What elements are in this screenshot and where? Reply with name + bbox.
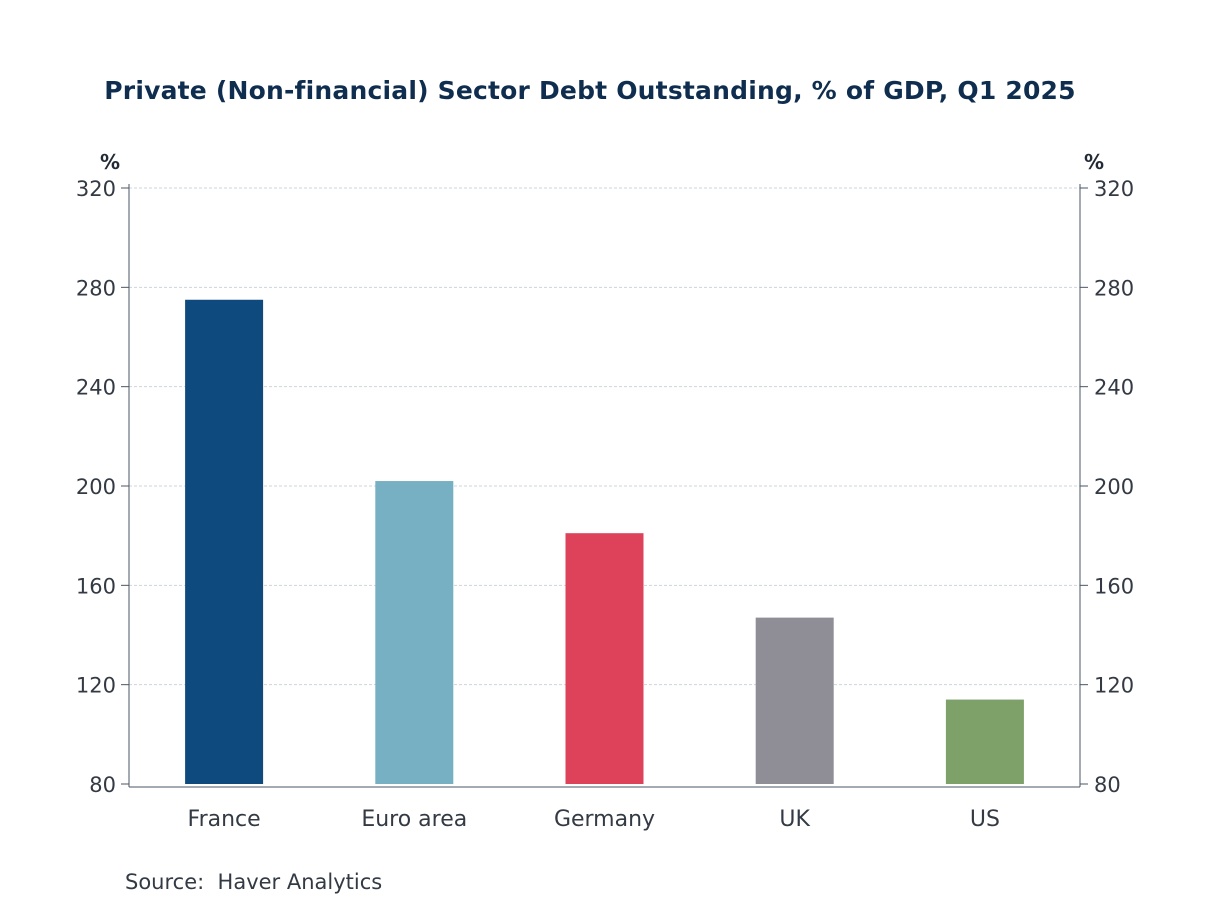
category-labels: France Euro area Germany UK US bbox=[188, 807, 1000, 832]
left-tick-label: 200 bbox=[76, 475, 116, 499]
source-note: Source: Haver Analytics bbox=[125, 870, 383, 894]
bars bbox=[185, 299, 1024, 784]
right-tick-label: 160 bbox=[1094, 574, 1134, 598]
left-tick-label: 280 bbox=[76, 276, 116, 300]
category-label: Germany bbox=[554, 807, 655, 832]
category-label: UK bbox=[779, 807, 810, 832]
chart-title: Private (Non-financial) Sector Debt Outs… bbox=[104, 76, 1076, 105]
category-label: France bbox=[188, 807, 261, 832]
right-tick-label: 80 bbox=[1094, 773, 1121, 797]
right-tick-label: 320 bbox=[1094, 177, 1134, 201]
bar-france bbox=[185, 299, 264, 784]
left-tick-label: 120 bbox=[76, 674, 116, 698]
left-tick-label: 240 bbox=[76, 376, 116, 400]
right-tick-label: 280 bbox=[1094, 276, 1134, 300]
right-tick-label: 240 bbox=[1094, 376, 1134, 400]
category-label: Euro area bbox=[361, 807, 467, 832]
left-tick-label: 320 bbox=[76, 177, 116, 201]
left-tick-label: 80 bbox=[89, 773, 116, 797]
axes bbox=[121, 184, 1088, 788]
bar-us bbox=[945, 699, 1024, 784]
bar-germany bbox=[565, 533, 644, 784]
right-tick-label: 120 bbox=[1094, 674, 1134, 698]
bar-euro-area bbox=[375, 481, 454, 784]
left-axis-unit-label: % bbox=[100, 150, 121, 174]
right-axis-unit-label: % bbox=[1084, 150, 1105, 174]
bar-uk bbox=[755, 617, 834, 784]
category-label: US bbox=[970, 807, 1000, 832]
tick-labels: 80 80 120 120 160 160 200 200 240 240 280 280 320 320 bbox=[76, 177, 1134, 797]
left-tick-label: 160 bbox=[76, 574, 116, 598]
right-tick-label: 200 bbox=[1094, 475, 1134, 499]
